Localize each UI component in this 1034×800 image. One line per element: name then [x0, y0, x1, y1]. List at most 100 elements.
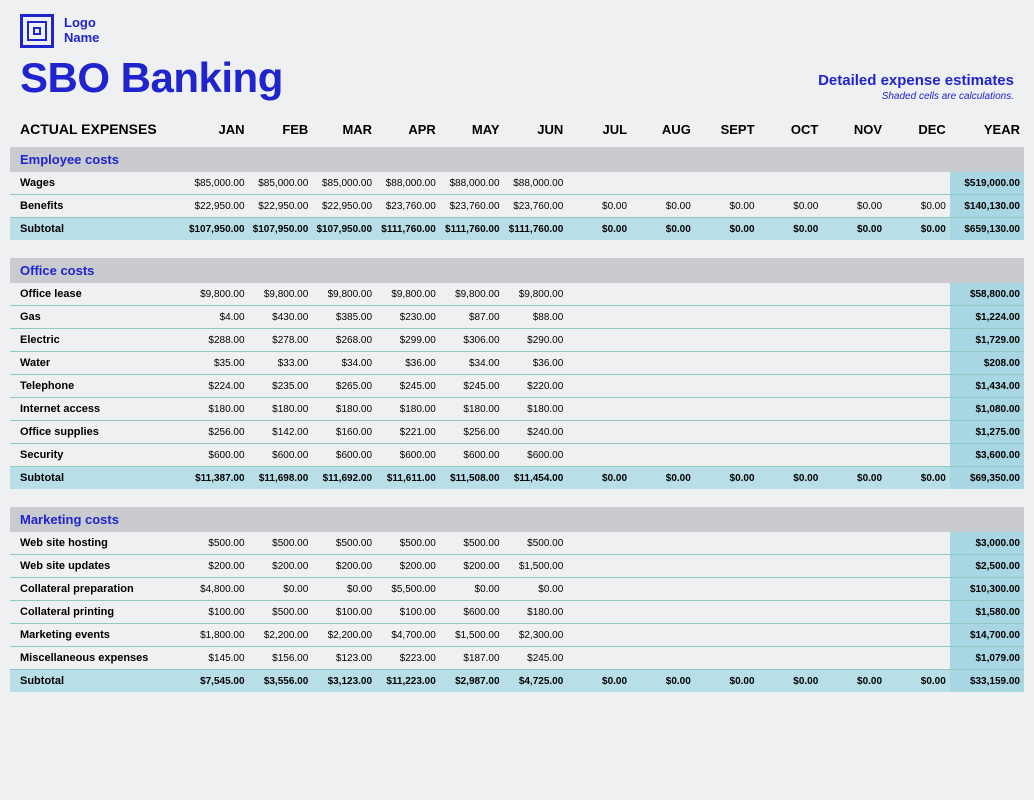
cell[interactable]: $187.00	[440, 647, 504, 670]
cell[interactable]: $2,200.00	[312, 624, 376, 647]
cell[interactable]	[759, 329, 823, 352]
cell[interactable]: $500.00	[249, 532, 313, 555]
cell[interactable]: $385.00	[312, 306, 376, 329]
cell[interactable]	[631, 532, 695, 555]
cell[interactable]: $278.00	[249, 329, 313, 352]
cell[interactable]: $221.00	[376, 421, 440, 444]
cell[interactable]: $156.00	[249, 647, 313, 670]
cell[interactable]: $34.00	[440, 352, 504, 375]
cell[interactable]: $180.00	[185, 398, 249, 421]
cell[interactable]	[567, 375, 631, 398]
cell[interactable]	[567, 283, 631, 306]
cell[interactable]	[567, 532, 631, 555]
cell[interactable]	[759, 352, 823, 375]
cell[interactable]: $9,800.00	[185, 283, 249, 306]
cell[interactable]: $500.00	[185, 532, 249, 555]
cell[interactable]	[631, 398, 695, 421]
cell[interactable]: $85,000.00	[185, 172, 249, 195]
cell[interactable]	[631, 578, 695, 601]
cell[interactable]: $500.00	[249, 601, 313, 624]
cell[interactable]: $9,800.00	[312, 283, 376, 306]
cell[interactable]	[695, 398, 759, 421]
cell[interactable]: $240.00	[504, 421, 568, 444]
cell[interactable]: $0.00	[504, 578, 568, 601]
cell[interactable]	[822, 578, 886, 601]
cell[interactable]	[822, 555, 886, 578]
cell[interactable]: $0.00	[695, 195, 759, 218]
cell[interactable]: $4.00	[185, 306, 249, 329]
cell[interactable]	[759, 306, 823, 329]
cell[interactable]	[886, 421, 950, 444]
cell[interactable]	[759, 532, 823, 555]
cell[interactable]: $288.00	[185, 329, 249, 352]
cell[interactable]	[695, 329, 759, 352]
cell[interactable]: $268.00	[312, 329, 376, 352]
cell[interactable]: $9,800.00	[440, 283, 504, 306]
cell[interactable]: $2,300.00	[504, 624, 568, 647]
cell[interactable]	[631, 306, 695, 329]
cell[interactable]	[631, 172, 695, 195]
cell[interactable]	[886, 172, 950, 195]
cell[interactable]: $22,950.00	[249, 195, 313, 218]
cell[interactable]	[822, 398, 886, 421]
cell[interactable]: $23,760.00	[376, 195, 440, 218]
cell[interactable]: $22,950.00	[185, 195, 249, 218]
cell[interactable]: $500.00	[504, 532, 568, 555]
cell[interactable]: $600.00	[185, 444, 249, 467]
cell[interactable]: $35.00	[185, 352, 249, 375]
cell[interactable]: $230.00	[376, 306, 440, 329]
cell[interactable]: $0.00	[759, 195, 823, 218]
cell[interactable]: $600.00	[249, 444, 313, 467]
cell[interactable]	[631, 352, 695, 375]
cell[interactable]	[567, 624, 631, 647]
cell[interactable]: $0.00	[822, 195, 886, 218]
cell[interactable]	[567, 647, 631, 670]
cell[interactable]: $600.00	[504, 444, 568, 467]
cell[interactable]: $500.00	[312, 532, 376, 555]
cell[interactable]: $600.00	[440, 601, 504, 624]
cell[interactable]: $224.00	[185, 375, 249, 398]
cell[interactable]: $180.00	[312, 398, 376, 421]
cell[interactable]	[886, 444, 950, 467]
cell[interactable]: $180.00	[376, 398, 440, 421]
cell[interactable]	[886, 283, 950, 306]
cell[interactable]	[631, 421, 695, 444]
cell[interactable]	[567, 601, 631, 624]
cell[interactable]: $85,000.00	[312, 172, 376, 195]
cell[interactable]: $87.00	[440, 306, 504, 329]
cell[interactable]: $290.00	[504, 329, 568, 352]
cell[interactable]: $4,800.00	[185, 578, 249, 601]
cell[interactable]	[759, 555, 823, 578]
cell[interactable]: $4,700.00	[376, 624, 440, 647]
cell[interactable]: $180.00	[504, 398, 568, 421]
cell[interactable]: $235.00	[249, 375, 313, 398]
cell[interactable]	[822, 624, 886, 647]
cell[interactable]	[886, 306, 950, 329]
cell[interactable]	[631, 601, 695, 624]
cell[interactable]: $160.00	[312, 421, 376, 444]
cell[interactable]	[822, 172, 886, 195]
cell[interactable]	[695, 532, 759, 555]
cell[interactable]	[567, 306, 631, 329]
cell[interactable]	[822, 283, 886, 306]
cell[interactable]	[631, 624, 695, 647]
cell[interactable]	[886, 398, 950, 421]
cell[interactable]: $142.00	[249, 421, 313, 444]
cell[interactable]	[886, 647, 950, 670]
cell[interactable]: $0.00	[312, 578, 376, 601]
cell[interactable]: $1,800.00	[185, 624, 249, 647]
cell[interactable]	[759, 398, 823, 421]
cell[interactable]	[695, 601, 759, 624]
cell[interactable]: $33.00	[249, 352, 313, 375]
cell[interactable]: $200.00	[376, 555, 440, 578]
cell[interactable]	[695, 352, 759, 375]
cell[interactable]	[886, 578, 950, 601]
cell[interactable]	[695, 555, 759, 578]
cell[interactable]	[567, 352, 631, 375]
cell[interactable]	[759, 172, 823, 195]
cell[interactable]: $430.00	[249, 306, 313, 329]
cell[interactable]	[759, 624, 823, 647]
cell[interactable]	[567, 421, 631, 444]
cell[interactable]	[631, 329, 695, 352]
cell[interactable]	[759, 421, 823, 444]
